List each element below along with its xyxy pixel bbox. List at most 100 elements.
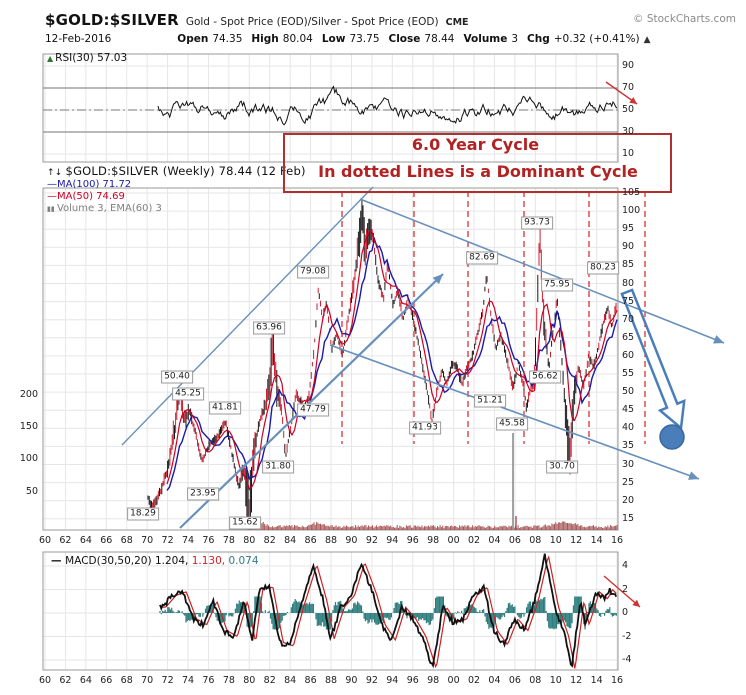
macd-x-tick: 14 [590,675,603,686]
price-callout-label: 23.95 [187,487,219,501]
price-callout-label: 45.25 [172,387,204,401]
rsi-panel-border [42,53,619,163]
projection-circle [659,424,685,450]
main-x-tick: 78 [222,535,235,546]
arrowhead [629,97,637,104]
macd-signal-value: 1.130, [191,555,226,567]
macd-x-tick: 12 [570,675,583,686]
price-callout-label: 51.21 [474,394,506,408]
macd-x-tick: 66 [100,675,113,686]
macd-x-tick: 06 [508,675,521,686]
main-y-tick: 50 [622,386,635,398]
chart-header: $GOLD:$SILVER Gold - Spot Price (EOD)/Si… [45,11,469,29]
price-callout-label: 82.69 [466,251,498,265]
main-x-tick: 10 [549,535,562,546]
macd-panel-border [42,551,619,671]
cycle-annotation-line2: In dotted Lines is a Dominant Cycle [318,162,638,181]
rising-trend-arrow [179,273,444,529]
quote-row: 12-Feb-2016 Open 74.35 High 80.04 Low 73.75… [45,33,651,45]
arrowhead [632,599,640,607]
volume-bars-icon: ▮▮ [47,205,57,213]
macd-y-tick: -4 [622,654,632,665]
main-x-tick: 98 [427,535,440,546]
main-y-tick: 60 [622,349,635,361]
macd-x-tick: 00 [447,675,460,686]
upper-downtrend-arrow [359,198,725,344]
main-y-tick: 55 [622,368,635,379]
main-x-tick: 62 [59,535,72,546]
macd-x-tick: 16 [610,675,624,686]
cycle-annotation-box [283,133,672,193]
main-x-tick: 88 [324,535,338,546]
macd-y-tick: 4 [622,560,629,571]
main-y-tick: 100 [622,205,641,217]
macd-x-tick: 10 [549,675,562,686]
macd-x-tick: 74 [181,675,195,686]
main-y-tick: 15 [622,512,635,524]
rsi-line [157,85,618,126]
rising-channel-line [121,186,374,446]
close-label: Close [388,33,421,45]
ma50-legend: —MA(50) 74.69 [47,191,125,202]
macd-y-tick: 2 [622,583,629,595]
high-value: 80.04 [282,33,313,45]
main-x-tick: 90 [345,535,358,546]
macd-x-tick: 98 [427,675,440,686]
main-x-tick: 82 [263,535,276,546]
change-label: Chg [527,33,550,45]
macd-x-tick: 80 [243,675,256,686]
macd-hist-value: 0.074 [228,555,259,567]
rsi-legend: ▲ RSI(30) 57.03 [47,52,128,64]
macd-x-tick: 92 [365,675,378,686]
main-x-tick: 80 [243,535,256,546]
macd-x-tick: 60 [38,675,52,686]
price-callout-label: 41.81 [209,401,241,415]
macd-y-tick: 0 [622,607,629,618]
open-label: Open [177,33,209,45]
main-x-tick: 00 [447,535,460,546]
symbol-description: Gold - Spot Price (EOD)/Silver - Spot Pr… [185,16,439,28]
exchange-label: CME [445,17,469,28]
block-down-arrow [620,288,686,431]
ma50-line-icon: — [47,191,57,202]
main-y-tick: 70 [622,313,635,325]
main-y-tick: 85 [622,259,635,271]
main-y-tick: 30 [622,458,635,470]
main-y-tick: 40 [622,422,635,434]
main-x-tick: 94 [386,535,399,546]
price-callout-label: 45.58 [496,417,528,431]
main-x-tick: 92 [365,535,378,546]
arrowhead [713,335,724,344]
main-x-tick: 66 [100,535,113,546]
macd-x-tick: 78 [222,675,235,686]
main-x-tick: 64 [79,535,92,546]
main-y-tick: 20 [622,494,635,506]
price-callout-label: 50.40 [161,370,193,384]
ma100-line-icon: — [47,179,57,190]
macd-x-tick: 70 [141,675,154,686]
main-y-tick: 35 [622,440,635,452]
macd-x-tick: 96 [406,675,419,686]
volume-value: 3 [511,33,519,45]
volume-label: Volume [463,33,508,45]
rsi-y-tick: 70 [622,82,635,93]
main-y-tick: 75 [622,295,635,307]
macd-x-tick: 84 [284,675,297,686]
volume-y-tick: 100 [19,453,38,465]
price-callout-label: 30.70 [546,460,578,474]
price-callout-label: 80.23 [587,261,619,275]
macd-x-tick: 82 [263,675,276,686]
main-panel-border [42,187,619,531]
copyright: © StockCharts.com [633,13,736,25]
price-callout-label: 56.62 [529,370,561,384]
main-y-tick: 80 [622,277,635,289]
macd-x-tick: 02 [467,675,481,686]
main-x-tick: 72 [161,535,174,546]
macd-x-tick: 86 [304,675,317,686]
rsi-indicator-icon: ▲ [47,54,54,63]
main-x-tick: 70 [141,535,154,546]
main-x-tick: 06 [508,535,521,546]
main-x-tick: 74 [181,535,195,546]
macd-x-tick: 94 [386,675,399,686]
